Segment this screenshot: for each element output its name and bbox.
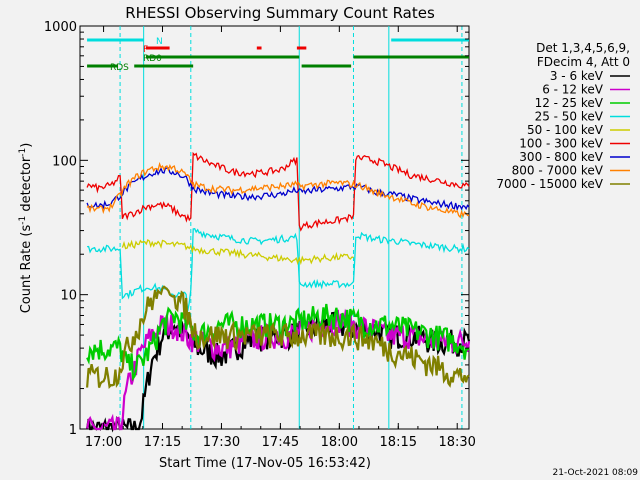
legend-item-label: 100 - 300 keV — [519, 137, 603, 151]
y-axis-label-part2: detector — [19, 156, 34, 216]
series-line-7 — [86, 161, 470, 219]
series-line-5 — [86, 151, 470, 232]
series-line-8 — [86, 285, 470, 390]
legend-header-1: Det 1,3,4,5,6,9, — [536, 41, 630, 55]
y-axis-label-part1: Count Rate (s — [19, 225, 34, 314]
y-tick-label: 1 — [69, 423, 77, 438]
y-tick-label: 1000 — [44, 20, 77, 35]
x-tick-label: 17:45 — [262, 435, 299, 450]
y-tick-label: 100 — [52, 154, 77, 169]
x-tick-label: 17:15 — [144, 435, 181, 450]
y-axis-label-sup1: -1 — [18, 216, 28, 225]
flag-label-rd0: RD0 — [143, 54, 162, 64]
flag-label-rds: RDS — [110, 63, 129, 73]
legend-item-label: 300 - 800 keV — [519, 150, 603, 164]
x-tick-label: 17:30 — [203, 435, 240, 450]
legend-item-label: 7000 - 15000 keV — [496, 177, 603, 191]
x-tick-label: 18:15 — [380, 435, 417, 450]
chart-title: RHESSI Observing Summary Count Rates — [125, 4, 435, 22]
legend-item-label: 800 - 7000 keV — [512, 164, 604, 178]
series-line-4 — [121, 239, 354, 266]
series-line-6 — [86, 166, 470, 212]
series-line-3 — [87, 227, 470, 312]
legend-item-label: 3 - 6 keV — [550, 69, 604, 83]
x-axis-label: Start Time (17-Nov-05 16:53:42) — [159, 456, 371, 471]
legend-header-2: FDecim 4, Att 0 — [537, 55, 630, 69]
legend-item-label: 12 - 25 keV — [535, 96, 604, 110]
flag-label-f: F — [143, 45, 148, 55]
x-tick-label: 18:00 — [321, 435, 358, 450]
y-tick-label: 10 — [60, 289, 77, 304]
legend-item-label: 6 - 12 keV — [542, 83, 604, 97]
footer-date: 21-Oct-2021 08:09 — [553, 468, 639, 478]
legend-item-label: 50 - 100 keV — [527, 123, 604, 137]
y-axis-label-part3: ) — [19, 143, 34, 148]
series-line-2 — [86, 303, 470, 382]
y-axis-label-sup2: -1 — [18, 148, 28, 157]
x-tick-label: 18:30 — [438, 435, 475, 450]
flag-label-n: N — [156, 37, 163, 47]
plot-frame — [79, 25, 470, 430]
x-tick-label: 17:00 — [85, 435, 122, 450]
legend-item-label: 25 - 50 keV — [535, 110, 604, 124]
y-axis-label: Count Rate (s-1 detector-1) — [18, 143, 34, 314]
legend: Det 1,3,4,5,6,9, FDecim 4, Att 0 3 - 6 k… — [496, 41, 630, 191]
